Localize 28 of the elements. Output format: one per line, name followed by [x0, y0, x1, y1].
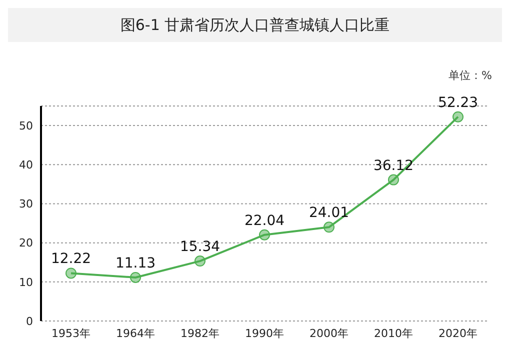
- x-tick-label: 1964年: [116, 326, 155, 340]
- data-label: 52.23: [438, 94, 478, 111]
- y-tick-label: 30: [19, 198, 33, 211]
- x-tick-label: 2020年: [438, 326, 478, 340]
- text: 单位：%: [448, 68, 492, 83]
- x-tick-label: 1990年: [245, 326, 284, 340]
- point: [66, 268, 76, 279]
- x-tick-label: 2000年: [310, 326, 348, 340]
- y-tick-label: 40: [19, 158, 33, 172]
- data-label: 12.22: [50, 251, 92, 268]
- point: [259, 229, 270, 240]
- point: [324, 222, 334, 233]
- y-tick-label: 10: [19, 276, 33, 289]
- x-tick-label: 1953年: [52, 326, 90, 340]
- y-tick-label: 0: [26, 314, 33, 328]
- data-label: 15.34: [180, 239, 220, 256]
- point: [388, 174, 399, 186]
- x-tick-label: 2010年: [374, 326, 413, 340]
- y-tick-label: 50: [19, 119, 33, 132]
- chart-title: 图6-1 甘肃省历次人口普查城镇人口比重: [8, 8, 502, 42]
- point: [194, 256, 206, 267]
- data-label: 22.04: [244, 212, 285, 229]
- point: [130, 272, 141, 283]
- data-label: 11.13: [115, 255, 156, 272]
- x-tick-label: 1982年: [180, 326, 220, 340]
- y-tick-label: 20: [19, 236, 33, 250]
- point: [452, 111, 464, 122]
- data-label: 24.01: [308, 205, 350, 222]
